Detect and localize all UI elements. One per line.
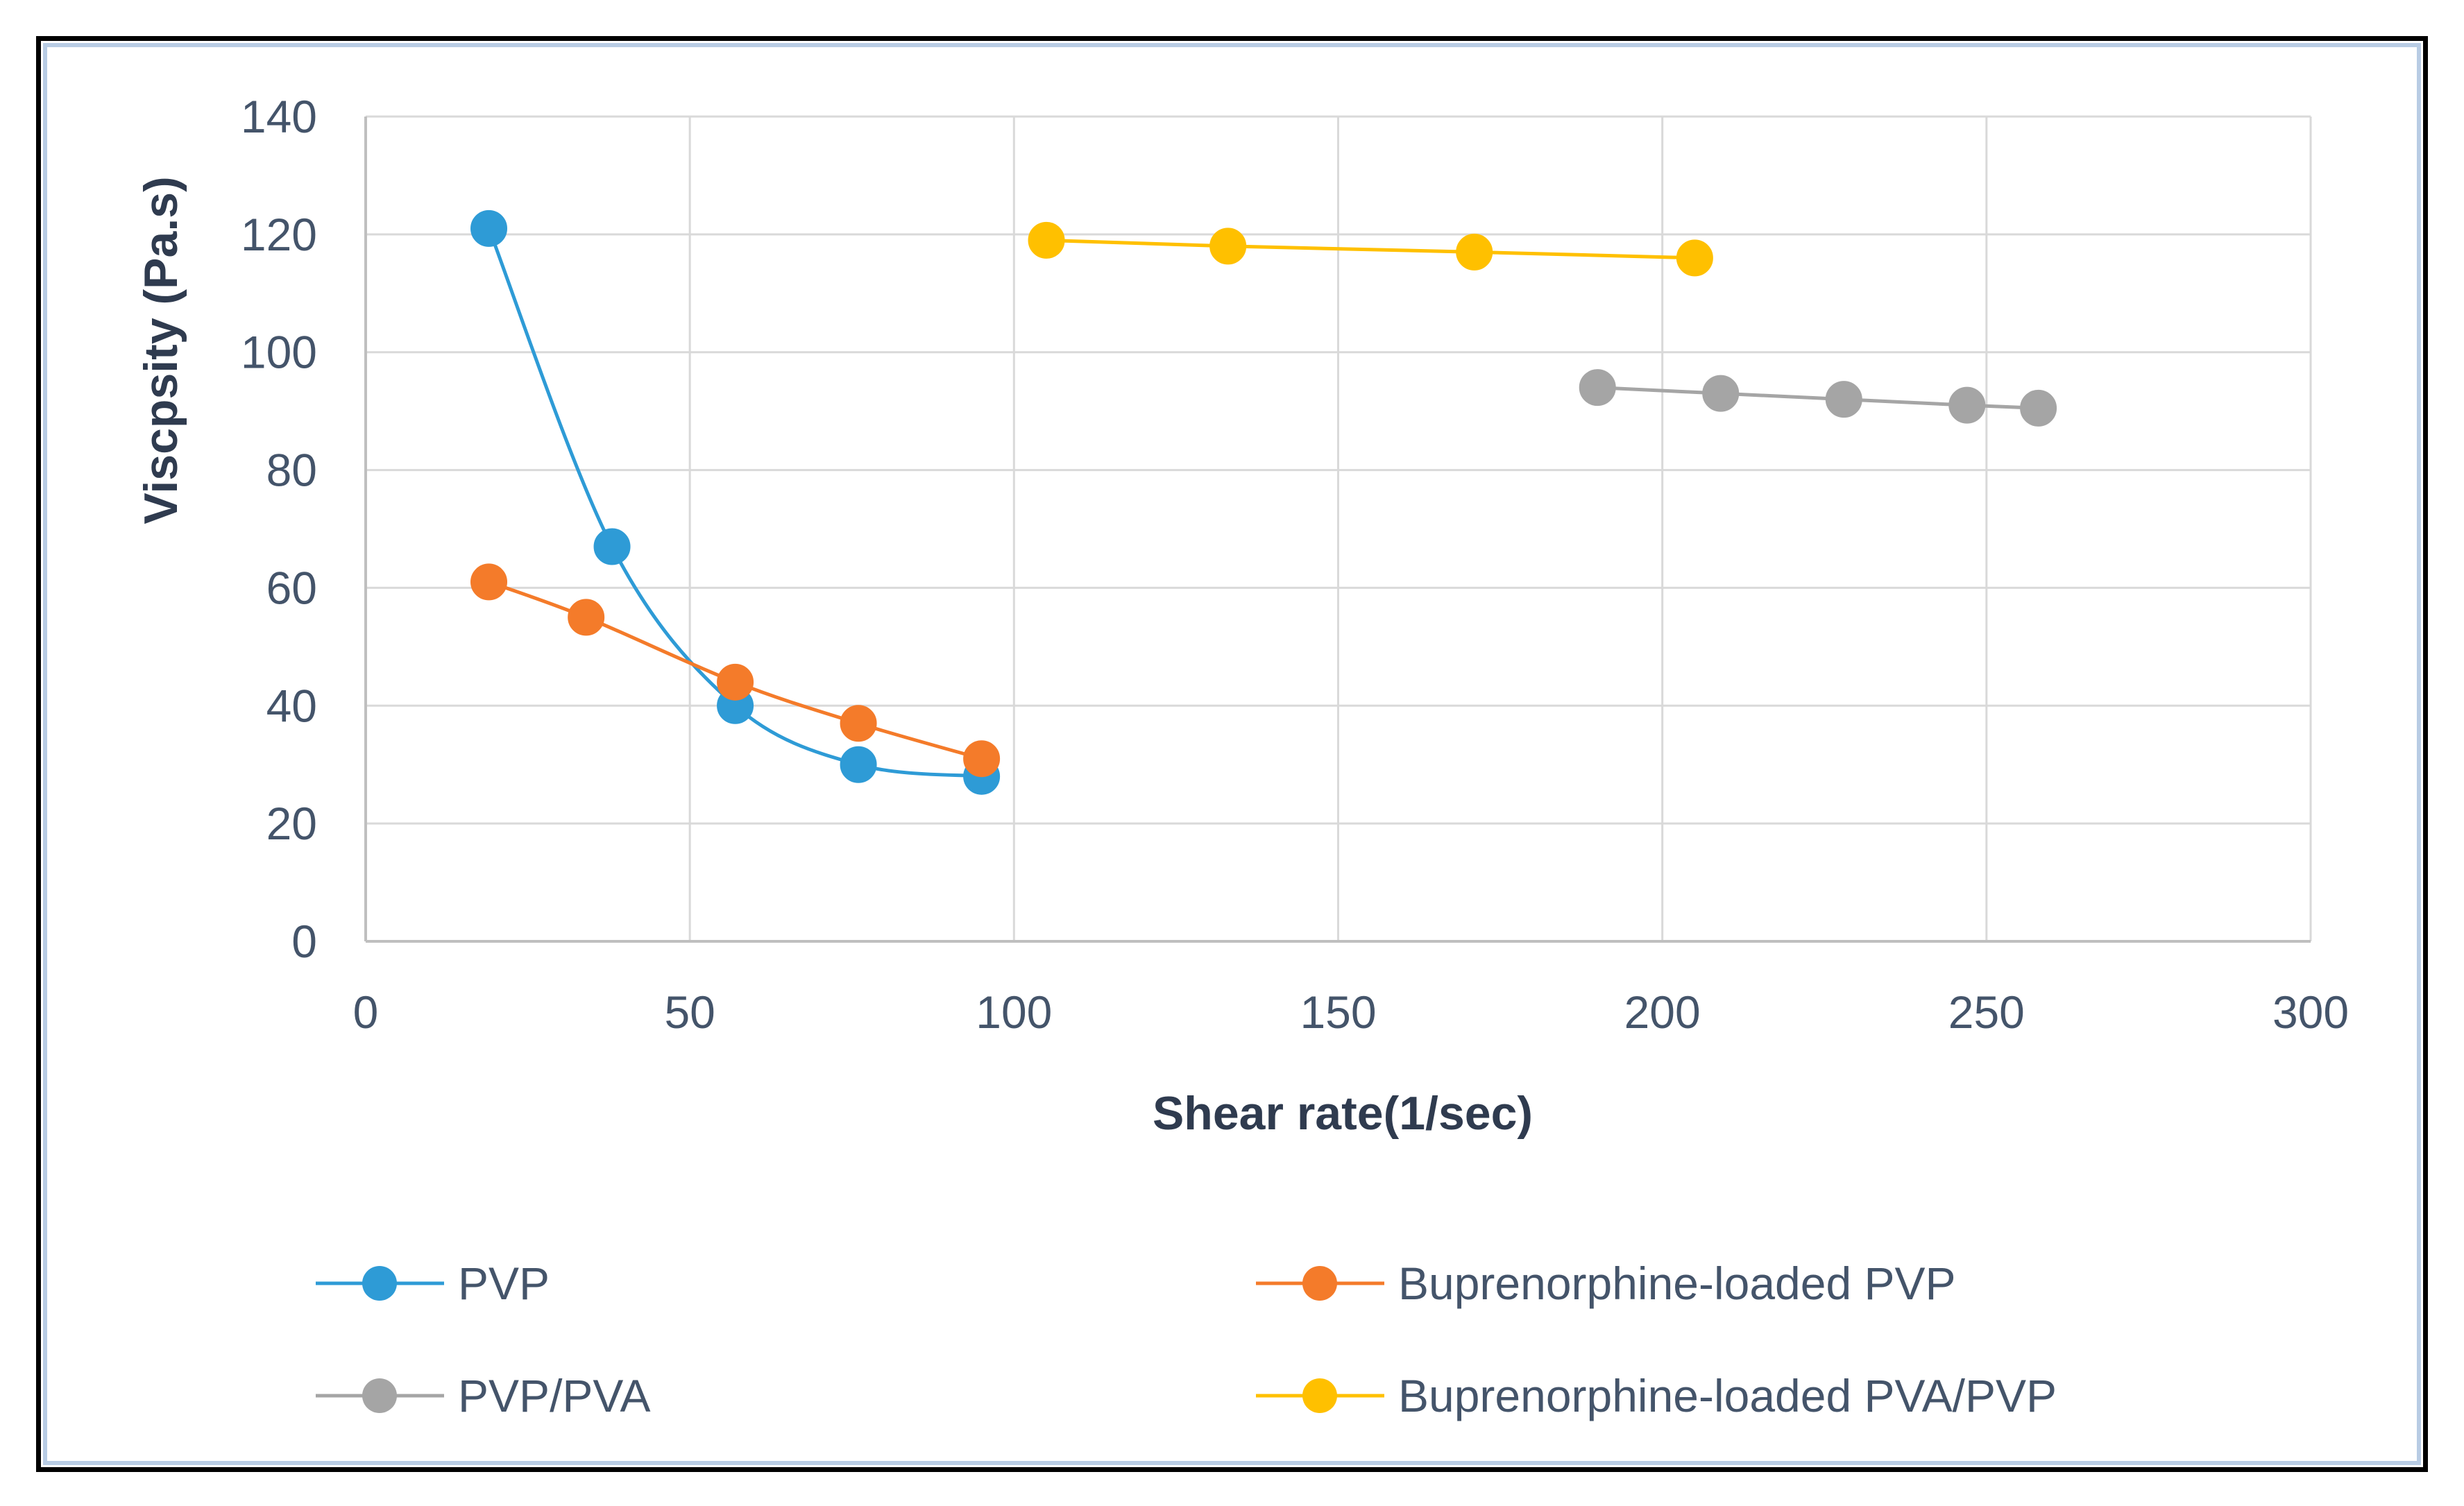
x-tick-label-50: 50: [664, 986, 715, 1038]
series-buprenorphine-loaded-pvp: [470, 563, 1001, 778]
legend-label-buprenorphine-loaded-pvp: Buprenorphine-loaded PVP: [1398, 1258, 1956, 1309]
x-tick-label-100: 100: [976, 986, 1052, 1038]
legend-label-buprenorphine-loaded-pva-pvp: Buprenorphine-loaded PVA/PVP: [1398, 1370, 2057, 1421]
series-line-pvp: [487, 228, 982, 778]
series-pvp: [470, 209, 1001, 795]
y-tick-label-60: 60: [266, 562, 317, 613]
legend-marker-buprenorphine-loaded-pva-pvp: [1302, 1378, 1337, 1413]
x-tick-label-300: 300: [2272, 986, 2349, 1038]
y-tick-label-0: 0: [291, 916, 317, 967]
legend-entry-buprenorphine-loaded-pva-pvp: Buprenorphine-loaded PVA/PVP: [1256, 1370, 2057, 1421]
y-tick-label-120: 120: [241, 209, 317, 260]
legend: PVP Buprenorphine-loaded PVP PVP/PVA Bupren…: [316, 1258, 2057, 1421]
y-tick-label-140: 140: [241, 91, 317, 142]
data-series: [470, 209, 2057, 795]
data-point-buprenorphine-loaded-pva-pvp-0: [1028, 221, 1065, 259]
data-point-buprenorphine-loaded-pvp-4: [963, 740, 1001, 778]
series-pvp-pva: [1579, 369, 2057, 427]
x-tick-label-250: 250: [1948, 986, 2025, 1038]
x-tick-labels: 0 50 100 150 200 250 300: [353, 986, 2349, 1038]
y-tick-label-40: 40: [266, 680, 317, 731]
data-point-pvp-0: [470, 209, 508, 247]
data-point-pvp-1: [593, 528, 631, 565]
y-axis-title: Viscpsity (Pa.s): [135, 176, 187, 524]
legend-marker-pvp: [362, 1266, 397, 1301]
x-tick-label-150: 150: [1300, 986, 1376, 1038]
data-point-buprenorphine-loaded-pvp-1: [568, 599, 605, 636]
figure-border: [36, 36, 2428, 1472]
series-buprenorphine-loaded-pva-pvp: [1028, 221, 1713, 277]
legend-marker-pvp-pva: [362, 1378, 397, 1413]
legend-entry-pvp-pva: PVP/PVA: [316, 1370, 651, 1421]
legend-label-pvp: PVP: [458, 1258, 550, 1309]
x-tick-label-0: 0: [353, 986, 379, 1038]
data-point-pvp-pva-0: [1579, 369, 1616, 407]
data-point-buprenorphine-loaded-pvp-3: [840, 705, 877, 742]
y-tick-label-100: 100: [241, 327, 317, 378]
data-point-buprenorphine-loaded-pvp-2: [717, 663, 754, 701]
y-tick-labels: 0 20 40 60 80 100 120 140: [241, 91, 317, 967]
data-point-pvp-pva-4: [2020, 389, 2057, 427]
data-point-pvp-3: [840, 746, 877, 783]
legend-entry-pvp: PVP: [316, 1258, 550, 1309]
data-point-buprenorphine-loaded-pva-pvp-2: [1456, 233, 1493, 271]
x-axis-title: Shear rate(1/sec): [1153, 1087, 1533, 1140]
y-tick-label-20: 20: [266, 798, 317, 849]
y-tick-label-80: 80: [266, 445, 317, 496]
legend-entry-buprenorphine-loaded-pvp: Buprenorphine-loaded PVP: [1256, 1258, 1956, 1309]
data-point-buprenorphine-loaded-pva-pvp-1: [1209, 228, 1247, 265]
data-point-pvp-pva-2: [1825, 381, 1862, 418]
data-point-buprenorphine-loaded-pvp-0: [470, 563, 508, 601]
legend-marker-buprenorphine-loaded-pvp: [1302, 1266, 1337, 1301]
data-point-pvp-pva-3: [1948, 386, 1986, 424]
gridlines: [366, 115, 2312, 941]
series-line-buprenorphine-loaded-pva-pvp: [1046, 238, 1695, 260]
axes: [364, 117, 2311, 943]
chart-area-border: [43, 43, 2421, 1465]
legend-label-pvp-pva: PVP/PVA: [458, 1370, 651, 1421]
x-tick-label-200: 200: [1624, 986, 1701, 1038]
data-point-pvp-pva-1: [1702, 375, 1740, 412]
data-point-buprenorphine-loaded-pva-pvp-3: [1676, 239, 1713, 277]
